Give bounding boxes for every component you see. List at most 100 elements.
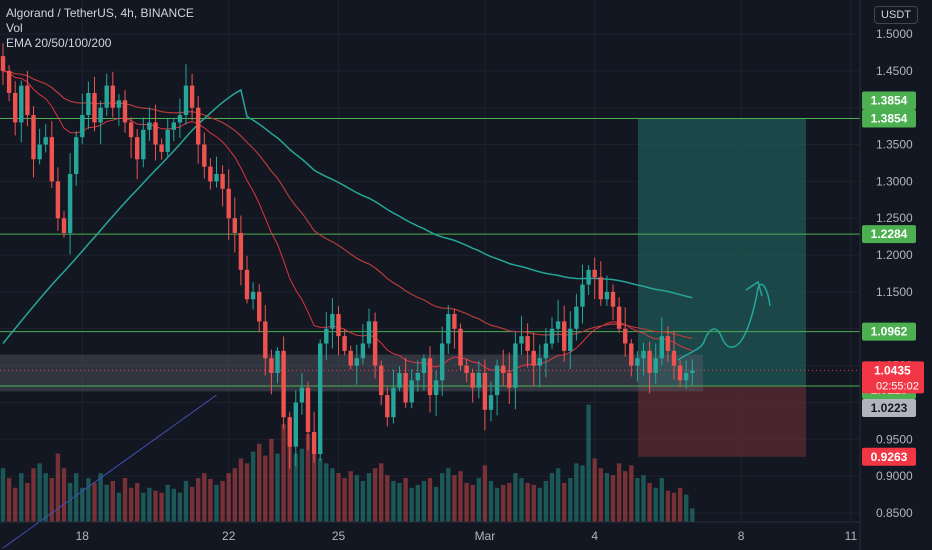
ema20-line (2, 70, 693, 373)
y-tick-label: 1.3500 (876, 138, 913, 152)
projection-arrow-head (745, 280, 763, 297)
volume-bar (403, 478, 408, 522)
candle-body (354, 358, 359, 366)
candle-body (397, 372, 402, 388)
candle-body (61, 218, 67, 233)
volume-bar (275, 453, 280, 522)
volume-bar (604, 473, 610, 522)
volume-bar (263, 455, 268, 522)
candle-body (116, 100, 122, 108)
price-tag-1.0223-gray: 1.0223 (862, 399, 916, 418)
volume-bar (165, 484, 170, 522)
price-tag-1.0962: 1.0962 (862, 322, 916, 341)
volume-bar (433, 486, 439, 522)
candle-body (690, 370, 695, 373)
volume-bar (427, 478, 433, 522)
candle-body (171, 122, 176, 130)
candle-body (379, 365, 384, 396)
volume-bar (641, 475, 646, 522)
price-tag-1.3854-upper: 1.3854 (862, 91, 916, 110)
volume-bar (250, 451, 256, 522)
volume-bar (482, 465, 488, 522)
currency-button[interactable]: USDT (874, 6, 918, 24)
symbol-title[interactable]: Algorand / TetherUS, 4h, BINANCE (6, 6, 194, 20)
current-price-label: 1.0435 (874, 363, 911, 377)
candle-body (19, 85, 24, 123)
candle-body (452, 314, 457, 329)
volume-bar (183, 480, 189, 522)
volume-bar (470, 484, 475, 522)
volume-bar (67, 482, 73, 522)
ema-label[interactable]: EMA 20/50/100/200 (6, 36, 112, 50)
candle-body (43, 137, 48, 145)
candle-body (409, 380, 414, 403)
volume-bar (287, 443, 292, 522)
candle-body (342, 336, 347, 351)
y-tick-label: 1.5000 (876, 27, 913, 41)
volume-bar (92, 482, 97, 522)
volume-bar (415, 484, 420, 522)
volume-bar (336, 473, 341, 522)
candle-body (446, 314, 451, 344)
volume-bar (476, 478, 481, 522)
candle-body (141, 129, 146, 160)
volume-bar (244, 463, 250, 522)
price-tag-1.0223-gray-bg (862, 399, 916, 418)
x-tick-label: 4 (591, 529, 598, 543)
volume-bar (104, 484, 109, 522)
candle-body (214, 174, 219, 182)
y-tick-label: 1.4500 (876, 64, 913, 78)
volume-bar (549, 473, 555, 522)
volume-bar (629, 465, 634, 522)
candle-body (244, 269, 250, 300)
candle-body (208, 166, 213, 182)
y-tick-label: 1.3000 (876, 174, 913, 188)
candle-body (49, 137, 54, 182)
current-price-tag-bg (862, 361, 924, 394)
candle-body (287, 417, 292, 447)
volume-bar (488, 480, 494, 522)
volume-bar (196, 478, 201, 522)
volume-bar (0, 468, 6, 522)
candle-body (311, 431, 317, 455)
volume-bar (568, 478, 573, 522)
volume-bar (665, 490, 671, 522)
candle-body (37, 144, 42, 160)
volume-bar (311, 451, 317, 522)
volume-bar (513, 473, 518, 522)
y-tick-label: 1.2500 (876, 211, 913, 225)
candle-body (74, 137, 79, 175)
x-tick-label: Mar (475, 529, 496, 543)
volume-bar (31, 468, 36, 522)
volume-bar (397, 482, 402, 522)
candle-body (507, 372, 512, 388)
y-tick-label: 0.8500 (876, 506, 913, 520)
volume-bar (128, 487, 134, 522)
volume-bar (281, 424, 286, 522)
volume-bar (464, 482, 469, 522)
volume-bar (25, 482, 30, 522)
volume-label[interactable]: Vol (6, 21, 23, 35)
price-tag-stop-bg (862, 447, 916, 466)
candle-body (592, 269, 597, 278)
volume-bar (324, 463, 329, 522)
candle-body (31, 115, 36, 160)
candle-body (586, 269, 591, 285)
price-tag-stop: 0.9263 (862, 447, 916, 466)
candle-body (653, 358, 658, 373)
candle-body (177, 115, 183, 123)
volume-bar (153, 490, 158, 522)
candle-body (641, 350, 646, 359)
volume-bar (269, 438, 274, 522)
candle-body (415, 372, 420, 381)
volume-bar (354, 475, 359, 522)
candle-body (494, 365, 500, 396)
candle-body (202, 144, 207, 167)
candle-body (318, 343, 323, 455)
price-tag-1.3854-bg (862, 109, 916, 128)
volume-bar (690, 508, 695, 522)
candle-body (293, 402, 298, 447)
price-tag-1.2284: 1.2284 (862, 225, 916, 244)
candle-body (525, 336, 530, 351)
